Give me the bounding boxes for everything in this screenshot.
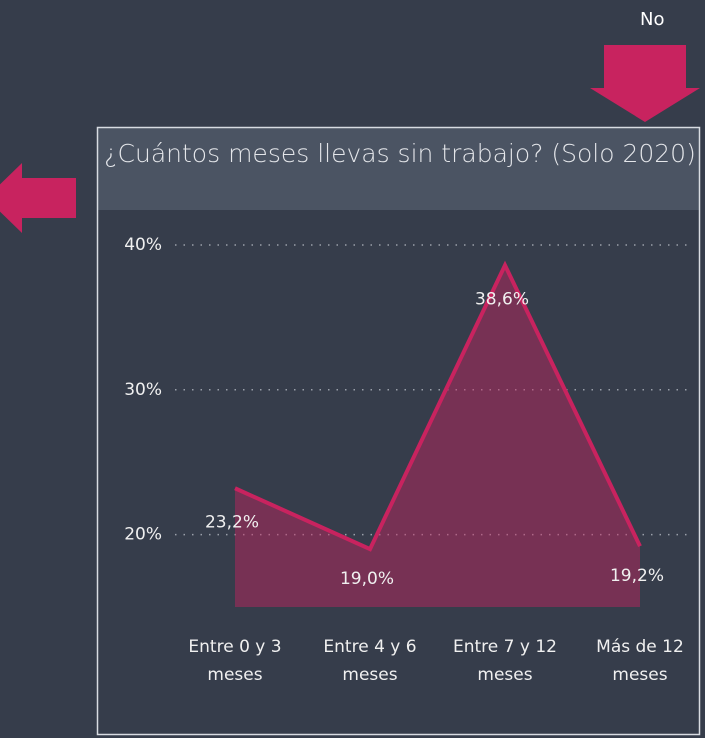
chart-title: ¿Cuántos meses llevas sin trabajo? (Solo… (104, 139, 696, 168)
down-arrow (590, 45, 700, 122)
title-band (97, 127, 700, 210)
area (235, 265, 640, 607)
data-label: 23,2% (205, 512, 259, 532)
filter-label: No (640, 9, 665, 30)
line (234, 260, 642, 552)
data-label: 19,0% (340, 569, 394, 589)
y-tick-label: 20% (124, 525, 162, 545)
x-tick-label: Más de 12 meses (596, 637, 684, 685)
data-label: 38,6% (475, 289, 529, 309)
y-tick-label: 40% (124, 235, 162, 255)
left-arrow (0, 163, 76, 233)
x-tick-label: Entre 7 y 12 meses (453, 637, 557, 685)
x-tick-label: Entre 0 y 3 meses (188, 637, 282, 685)
panel-border (96, 126, 701, 736)
data-label: 19,2% (610, 566, 664, 586)
x-tick-label: Entre 4 y 6 meses (323, 637, 417, 685)
y-tick-label: 30% (124, 380, 162, 400)
